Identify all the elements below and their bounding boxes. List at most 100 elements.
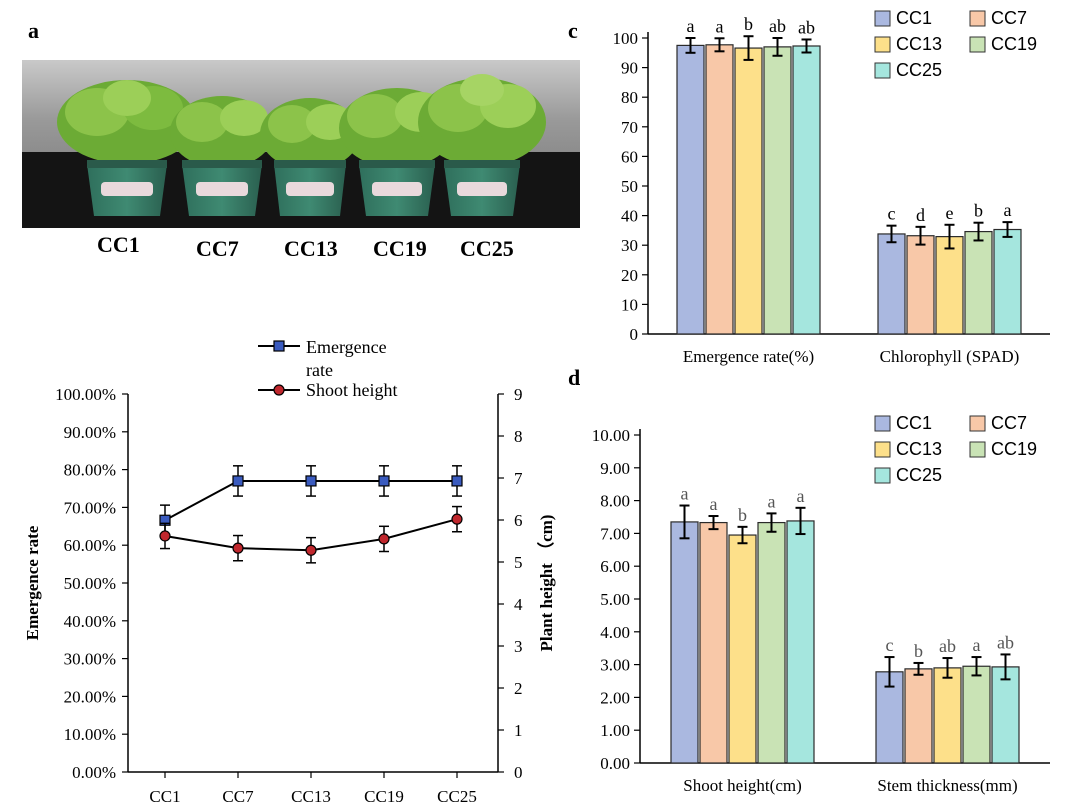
data-point-circle — [159, 530, 171, 542]
bar-cc25 — [792, 45, 821, 335]
emergence-chlorophyll-bar-chart: 0 10 20 30 40 50 60 70 80 90 100 Emergence rate(%) a… — [613, 8, 1050, 366]
y-tick-label: 0 — [630, 325, 639, 344]
left-tick-label: 20.00% — [64, 687, 116, 706]
significance-letter: e — [946, 203, 954, 223]
right-tick-label: 8 — [514, 427, 523, 446]
y-tick-label: 2.00 — [600, 688, 630, 707]
panel-label-a: a — [28, 18, 39, 43]
plant-cc25 — [418, 74, 546, 216]
significance-letter: ab — [939, 636, 956, 656]
data-point-square — [451, 475, 463, 487]
left-tick-label: 30.00% — [64, 650, 116, 669]
significance-letter: c — [888, 204, 896, 224]
legend-label-cc25: CC25 — [896, 60, 942, 80]
legend-label-cc7: CC7 — [991, 8, 1027, 28]
y-tick-label: 8.00 — [600, 492, 630, 511]
legend-label-emergence: Emergence — [306, 337, 387, 357]
legend-swatch-cc1 — [874, 415, 891, 432]
right-axis-title: Plant height （cm) — [536, 515, 556, 652]
significance-letter: a — [710, 494, 718, 514]
bar-cc13 — [728, 534, 757, 764]
legend-swatch-cc25 — [874, 62, 891, 79]
y-tick-label: 0.00 — [600, 754, 630, 773]
right-tick-label: 0 — [514, 763, 523, 782]
significance-letter: b — [914, 641, 923, 661]
significance-letter: ab — [769, 16, 786, 36]
legend-swatch-cc1 — [874, 10, 891, 27]
left-axis-title: Emergence rate — [23, 525, 42, 640]
y-tick-label: 100 — [613, 29, 639, 48]
data-point-circle — [305, 544, 317, 556]
left-tick-label: 90.00% — [64, 423, 116, 442]
legend-label-emergence-2: rate — [306, 360, 333, 380]
data-point-circle — [451, 513, 463, 525]
left-tick-label: 70.00% — [64, 498, 116, 517]
significance-letter: a — [768, 491, 776, 511]
y-tick-label: 9.00 — [600, 459, 630, 478]
significance-letter: ab — [798, 17, 815, 37]
y-tick-label: 20 — [621, 266, 638, 285]
significance-letter: ab — [997, 632, 1014, 652]
data-point-circle — [232, 542, 244, 554]
legend-swatch-cc19 — [969, 36, 986, 53]
significance-letter: d — [916, 205, 925, 225]
y-tick-label: 40 — [621, 207, 638, 226]
plant-photo — [22, 60, 580, 228]
category-label: Stem thickness(mm) — [877, 776, 1017, 795]
x-tick-label: CC25 — [437, 787, 477, 806]
significance-letter: a — [681, 484, 689, 504]
right-tick-label: 9 — [514, 385, 523, 404]
plant-cc7 — [170, 96, 274, 216]
bar-cc19 — [964, 230, 993, 335]
y-tick-label: 5.00 — [600, 590, 630, 609]
legend-swatch-cc7 — [969, 10, 986, 27]
right-tick-label: 3 — [514, 637, 523, 656]
y-tick-label: 10 — [621, 295, 638, 314]
significance-letter: b — [744, 14, 753, 34]
y-tick-label: 90 — [621, 59, 638, 78]
legend-label-cc7: CC7 — [991, 413, 1027, 433]
bar-cc1 — [670, 521, 699, 764]
legend-marker-shoot — [273, 384, 285, 396]
significance-letter: b — [974, 201, 983, 221]
plant-cc1 — [57, 80, 197, 216]
legend-label-cc13: CC13 — [896, 439, 942, 459]
y-tick-label: 60 — [621, 147, 638, 166]
legend-marker-emergence — [273, 340, 285, 352]
bar-cc13 — [734, 47, 763, 335]
left-tick-label: 0.00% — [72, 763, 116, 782]
left-tick-label: 80.00% — [64, 461, 116, 480]
data-point-square — [305, 475, 317, 487]
bar-cc7 — [699, 521, 728, 764]
legend-label-cc19: CC19 — [991, 34, 1037, 54]
right-tick-label: 7 — [514, 469, 523, 488]
photo-label-cc13: CC13 — [284, 236, 338, 261]
bar-cc25 — [786, 520, 815, 764]
y-tick-label: 6.00 — [600, 557, 630, 576]
plant-cc13 — [260, 98, 360, 216]
emergence-height-line-chart: 0.00% 10.00% 20.00% 30.00% 40.00% 50.00% 60.00… — [23, 337, 556, 806]
shoot-stem-bar-chart: 0.00 1.00 2.00 3.00 4.00 5.00 6.00 7.00 8.00 9.00… — [592, 413, 1050, 795]
data-point-square — [232, 475, 244, 487]
data-point-circle — [378, 533, 390, 545]
photo-label-cc19: CC19 — [373, 236, 427, 261]
legend-label-cc25: CC25 — [896, 465, 942, 485]
bar-cc1 — [676, 44, 705, 335]
y-tick-label: 80 — [621, 88, 638, 107]
significance-letter: a — [716, 16, 724, 36]
significance-letter: b — [738, 505, 747, 525]
y-tick-label: 1.00 — [600, 721, 630, 740]
data-point-square — [378, 475, 390, 487]
legend-swatch-cc13 — [874, 441, 891, 458]
bar-cc13 — [935, 236, 964, 335]
legend-label-cc1: CC1 — [896, 413, 932, 433]
panel-label-d: d — [568, 365, 581, 390]
right-tick-label: 2 — [514, 679, 523, 698]
photo-label-cc1: CC1 — [97, 232, 140, 257]
bar-cc19 — [763, 46, 792, 335]
bar-cc19 — [962, 665, 991, 764]
bar-cc13 — [933, 667, 962, 764]
y-tick-label: 50 — [621, 177, 638, 196]
bar-cc7 — [906, 235, 935, 335]
y-tick-label: 4.00 — [600, 623, 630, 642]
